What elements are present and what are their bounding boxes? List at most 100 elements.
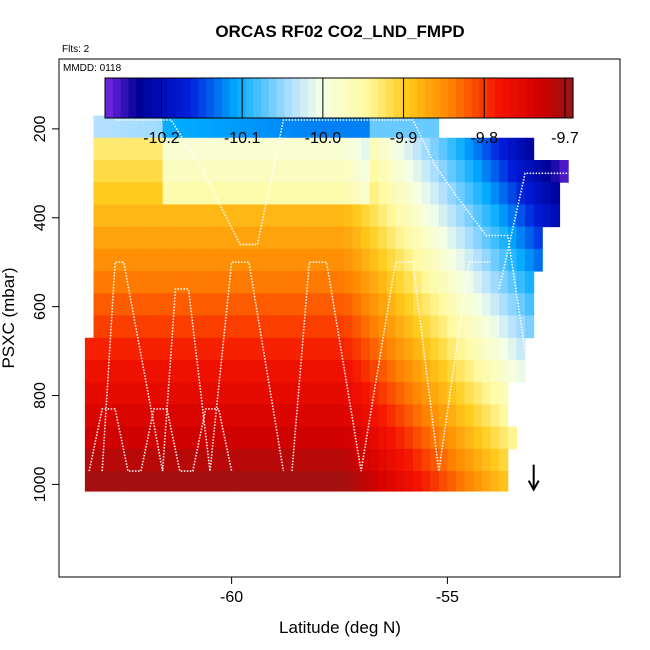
heatmap-cell xyxy=(386,159,397,183)
heatmap-cell xyxy=(525,182,535,205)
heatmap-cell xyxy=(473,204,483,228)
heatmap-cell xyxy=(171,226,181,250)
heatmap-cell xyxy=(378,271,388,294)
heatmap-cell xyxy=(136,471,146,492)
heatmap-cell xyxy=(162,137,172,161)
heatmap-cell xyxy=(412,115,422,139)
heatmap-cell xyxy=(292,271,302,294)
heatmap-cell xyxy=(153,226,164,250)
heatmap-cell xyxy=(361,315,371,339)
colorbar-segment xyxy=(432,78,441,118)
colorbar-segment xyxy=(393,78,402,118)
colorbar-segment xyxy=(268,78,278,118)
heatmap-cell xyxy=(438,248,448,272)
heatmap-cell xyxy=(447,137,457,161)
heatmap-cell xyxy=(231,271,241,294)
heatmap-cell xyxy=(231,115,241,139)
heatmap-cell xyxy=(300,271,310,294)
heatmap-cell xyxy=(179,271,189,294)
heatmap-cell xyxy=(300,115,310,139)
heatmap-cell xyxy=(128,293,138,317)
heatmap-cell xyxy=(84,404,95,428)
heatmap-cell xyxy=(507,182,517,205)
heatmap-cell xyxy=(240,115,250,139)
heatmap-cell xyxy=(162,382,172,405)
colorbar-segment xyxy=(362,78,371,118)
heatmap-cell xyxy=(231,382,241,405)
heatmap-cell xyxy=(386,382,397,405)
heatmap-cell xyxy=(128,404,138,428)
heatmap-cell xyxy=(179,182,189,205)
heatmap-cell xyxy=(309,315,319,339)
heatmap-cell xyxy=(266,248,276,272)
heatmap-cell xyxy=(352,315,362,339)
heatmap-cell xyxy=(447,271,457,294)
heatmap-cell xyxy=(361,137,371,161)
heatmap-cell xyxy=(84,448,95,472)
heatmap-cell xyxy=(361,359,371,383)
heatmap-cell xyxy=(248,115,259,139)
heatmap-cell xyxy=(171,271,181,294)
y-axis: 200 400 600 800 1000 xyxy=(32,115,59,502)
heatmap-cell xyxy=(533,248,543,272)
heatmap-cell xyxy=(188,359,198,383)
heatmap-cell xyxy=(378,137,388,161)
heatmap-cell xyxy=(300,471,310,492)
heatmap-cell xyxy=(136,271,146,294)
colorbar-segment xyxy=(307,78,317,118)
heatmap-cell xyxy=(456,182,466,205)
heatmap-cell xyxy=(266,448,276,472)
heatmap-cell xyxy=(473,382,483,405)
heatmap-cell xyxy=(507,359,517,383)
heatmap-cell xyxy=(214,182,224,205)
colorbar-segment xyxy=(440,78,449,118)
colorbar-segment xyxy=(354,78,363,118)
heatmap-cell xyxy=(283,315,293,339)
heatmap-cell xyxy=(205,315,215,339)
heatmap-cell xyxy=(93,471,103,492)
heatmap-cell xyxy=(274,182,284,205)
heatmap-cell xyxy=(326,382,336,405)
colorbar-segment xyxy=(541,78,551,118)
heatmap-cell xyxy=(369,271,379,294)
heatmap-cell xyxy=(404,137,414,161)
heatmap-cell xyxy=(214,115,224,139)
heatmap-cell xyxy=(499,182,509,205)
heatmap-cell xyxy=(395,471,405,492)
heatmap-cell xyxy=(559,159,569,183)
heatmap-cell xyxy=(525,271,535,294)
heatmap-cell xyxy=(93,271,103,294)
heatmap-cell xyxy=(490,226,500,250)
heatmap-cell xyxy=(292,471,302,492)
heatmap-cell xyxy=(317,337,328,361)
heatmap-cell xyxy=(516,226,526,250)
heatmap-cell xyxy=(412,359,422,383)
heatmap-cell xyxy=(404,182,414,205)
heatmap-cell xyxy=(456,248,466,272)
y-axis-label: PSXC (mbar) xyxy=(0,267,18,368)
heatmap-cell xyxy=(499,248,509,272)
heatmap-cell xyxy=(473,471,483,492)
heatmap-cell xyxy=(248,337,259,361)
heatmap-cell xyxy=(447,204,457,228)
heatmap-cell xyxy=(352,448,362,472)
x-axis-label: Latitude (deg N) xyxy=(279,618,401,637)
heatmap-cell xyxy=(153,382,164,405)
heatmap-cell xyxy=(361,115,371,139)
heatmap-cell xyxy=(352,159,362,183)
colorbar-tick-label: -9.9 xyxy=(390,130,418,147)
heatmap-cell xyxy=(214,471,224,492)
colorbar-tick-label: -9.7 xyxy=(551,130,579,147)
heatmap-cell xyxy=(102,182,112,205)
heatmap-cell xyxy=(110,226,120,250)
heatmap-cell xyxy=(447,248,457,272)
heatmap-cell xyxy=(369,293,379,317)
heatmap-cell xyxy=(464,382,474,405)
heatmap-cell xyxy=(490,337,500,361)
heatmap-cell xyxy=(153,293,164,317)
heatmap-cell xyxy=(188,226,198,250)
heatmap-cell xyxy=(361,182,371,205)
heatmap-cell xyxy=(412,182,422,205)
heatmap-cell xyxy=(352,293,362,317)
heatmap-cell xyxy=(421,271,431,294)
